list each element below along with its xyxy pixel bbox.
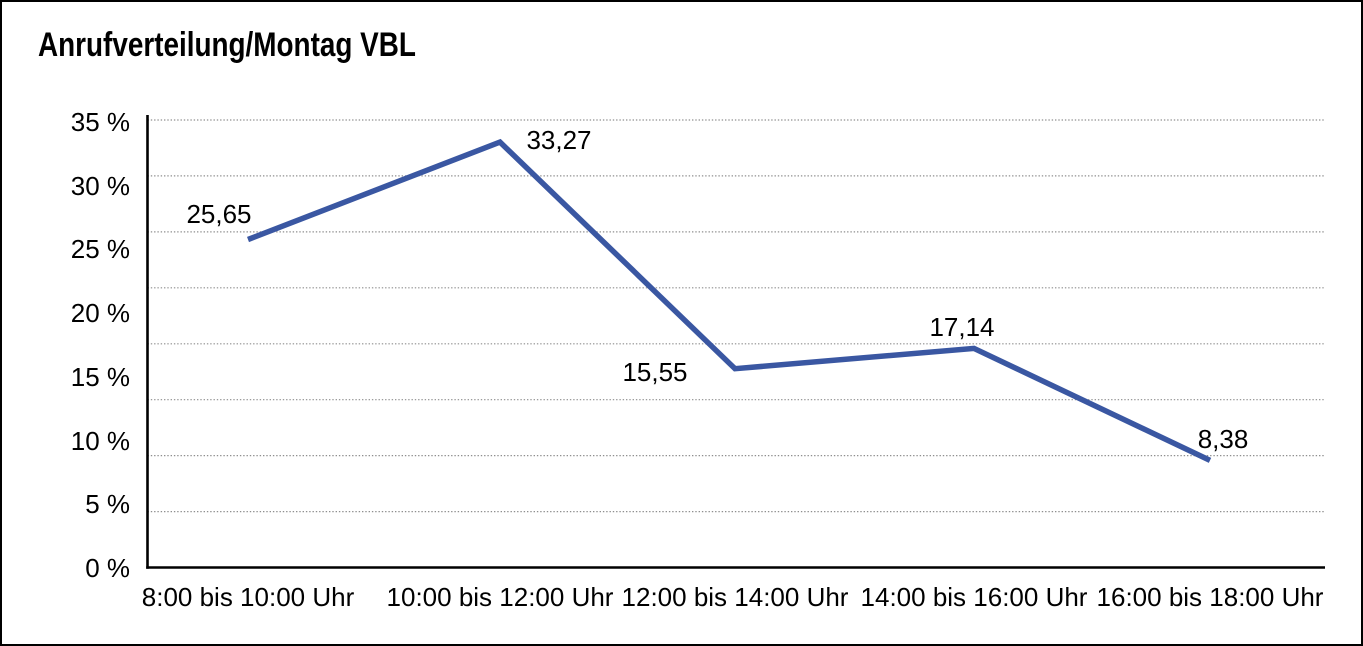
- y-tick-label: 15 %: [70, 361, 130, 392]
- data-point-label: 33,27: [526, 125, 592, 156]
- y-tick-label: 0 %: [85, 553, 130, 583]
- y-tick-label: 30 %: [70, 170, 130, 201]
- y-tick-label: 25 %: [70, 234, 130, 265]
- y-tick-label: 20 %: [70, 298, 130, 329]
- data-point-label: 17,14: [929, 312, 995, 343]
- x-tick-label: 16:00 bis 18:00 Uhr: [1096, 582, 1324, 612]
- x-tick-label: 10:00 bis 12:00 Uhr: [386, 582, 614, 612]
- y-tick-label: 35 %: [70, 107, 130, 137]
- data-point-label: 15,55: [622, 356, 688, 387]
- data-line: [247, 138, 1212, 463]
- gridlines: [147, 119, 1325, 513]
- y-tick-label: 5 %: [85, 489, 130, 520]
- data-point-label: 8,38: [1197, 424, 1249, 455]
- y-tick-label: 10 %: [70, 425, 130, 456]
- x-tick-label: 8:00 bis 10:00 Uhr: [141, 582, 355, 612]
- chart-title: Anrufverteilung/Montag VBL: [38, 26, 416, 64]
- data-point-label: 25,65: [186, 198, 252, 229]
- x-tick-label: 14:00 bis 16:00 Uhr: [860, 582, 1088, 612]
- x-tick-label: 12:00 bis 14:00 Uhr: [621, 582, 849, 612]
